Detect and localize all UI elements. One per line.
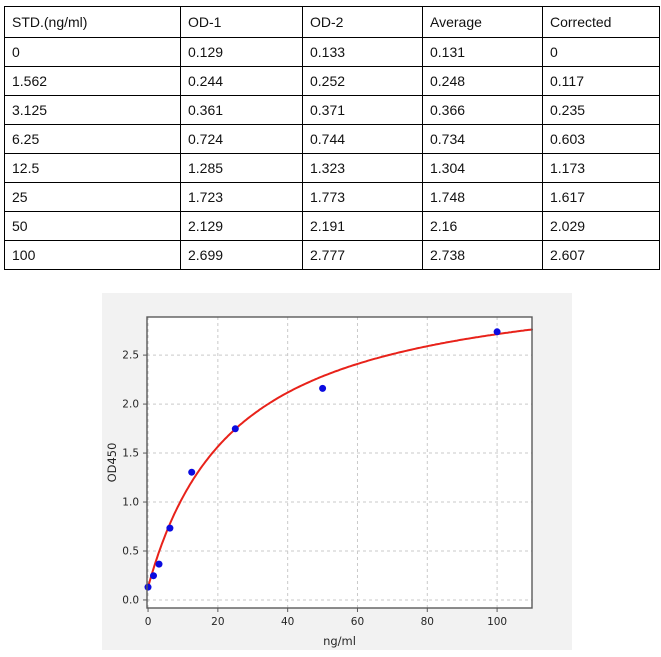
table-cell: 3.125 — [4, 95, 181, 125]
x-tick-label: 0 — [145, 616, 152, 628]
y-tick-label: 2.5 — [122, 350, 139, 362]
x-tick-label: 40 — [281, 616, 294, 628]
table-cell: 0 — [4, 37, 181, 67]
table-cell: 2.699 — [180, 240, 303, 270]
col-header-std: STD.(ng/ml) — [4, 6, 181, 38]
table-row: 3.125 0.361 0.371 0.366 0.235 — [4, 95, 660, 125]
table-cell: 0.129 — [180, 37, 303, 67]
data-point — [144, 583, 152, 591]
fit-curve — [147, 328, 533, 589]
col-header-average: Average — [422, 6, 543, 38]
y-tick-label: 0.5 — [122, 545, 139, 557]
table-cell: 1.173 — [542, 153, 660, 183]
table-cell: 0.244 — [180, 66, 303, 96]
table-cell: 50 — [4, 211, 181, 241]
table-cell: 0.235 — [542, 95, 660, 125]
standards-table: STD.(ng/ml) OD-1 OD-2 Average Corrected … — [4, 6, 660, 270]
x-tick-label: 80 — [421, 616, 434, 628]
x-axis-label: ng/ml — [323, 634, 356, 648]
table-cell: 2.16 — [422, 211, 543, 241]
table-row: 25 1.723 1.773 1.748 1.617 — [4, 182, 660, 212]
standard-curve-figure: 0 20 40 60 80 100 0.0 0.5 1.0 1.5 2.0 2.5 ng/ml OD450 — [102, 293, 572, 650]
x-tick-label: 100 — [487, 616, 507, 628]
table-cell: 1.323 — [302, 153, 423, 183]
table-cell: 1.723 — [180, 182, 303, 212]
data-point — [493, 328, 501, 336]
table-cell: 0.603 — [542, 124, 660, 154]
y-tick-label: 1.0 — [122, 497, 139, 509]
table-cell: 2.191 — [302, 211, 423, 241]
data-point — [231, 425, 239, 433]
table-cell: 0.252 — [302, 66, 423, 96]
data-point — [155, 560, 163, 568]
table-cell: 1.562 — [4, 66, 181, 96]
table-cell: 0.133 — [302, 37, 423, 67]
table-cell: 0 — [542, 37, 660, 67]
table-cell: 1.773 — [302, 182, 423, 212]
table-cell: 0.744 — [302, 124, 423, 154]
table-cell: 1.304 — [422, 153, 543, 183]
table-cell: 0.117 — [542, 66, 660, 96]
table-cell: 2.129 — [180, 211, 303, 241]
data-point — [166, 524, 174, 532]
table-row: 0 0.129 0.133 0.131 0 — [4, 37, 660, 67]
table-cell: 25 — [4, 182, 181, 212]
y-tick-label: 2.0 — [122, 399, 139, 411]
col-header-od2: OD-2 — [302, 6, 423, 38]
table-cell: 12.5 — [4, 153, 181, 183]
table-cell: 0.724 — [180, 124, 303, 154]
y-tick-label: 1.5 — [122, 448, 139, 460]
table-cell: 2.777 — [302, 240, 423, 270]
y-tick-label: 0.0 — [122, 594, 139, 606]
table-body: 0 0.129 0.133 0.131 0 1.562 0.244 0.252 0.248 0.1… — [4, 37, 660, 270]
table-cell: 0.366 — [422, 95, 543, 125]
table-cell: 2.607 — [542, 240, 660, 270]
standard-curve-chart: 0 20 40 60 80 100 0.0 0.5 1.0 1.5 2.0 2.5 ng/ml OD450 — [105, 316, 533, 648]
table-cell: 1.285 — [180, 153, 303, 183]
col-header-od1: OD-1 — [180, 6, 303, 38]
table-row: 50 2.129 2.191 2.16 2.029 — [4, 211, 660, 241]
plot-area — [147, 317, 532, 608]
x-tick-label: 60 — [351, 616, 364, 628]
data-point — [188, 468, 196, 476]
x-tick-label: 20 — [211, 616, 224, 628]
axes-frame — [146, 316, 533, 609]
col-header-corrected: Corrected — [542, 6, 660, 38]
table-header-row: STD.(ng/ml) OD-1 OD-2 Average Corrected — [4, 6, 660, 38]
table-cell: 0.371 — [302, 95, 423, 125]
table-row: 6.25 0.724 0.744 0.734 0.603 — [4, 124, 660, 154]
table-cell: 0.361 — [180, 95, 303, 125]
table-cell: 6.25 — [4, 124, 181, 154]
table-row: 12.5 1.285 1.323 1.304 1.173 — [4, 153, 660, 183]
table-cell: 0.734 — [422, 124, 543, 154]
table-cell: 0.248 — [422, 66, 543, 96]
data-point — [319, 384, 327, 392]
table-row: 100 2.699 2.777 2.738 2.607 — [4, 240, 660, 270]
table-cell: 0.131 — [422, 37, 543, 67]
table-cell: 1.617 — [542, 182, 660, 212]
y-axis-label: OD450 — [105, 443, 119, 483]
table-row: 1.562 0.244 0.252 0.248 0.117 — [4, 66, 660, 96]
table-cell: 1.748 — [422, 182, 543, 212]
table-cell: 2.029 — [542, 211, 660, 241]
table-cell: 100 — [4, 240, 181, 270]
data-point — [150, 572, 157, 580]
table-cell: 2.738 — [422, 240, 543, 270]
